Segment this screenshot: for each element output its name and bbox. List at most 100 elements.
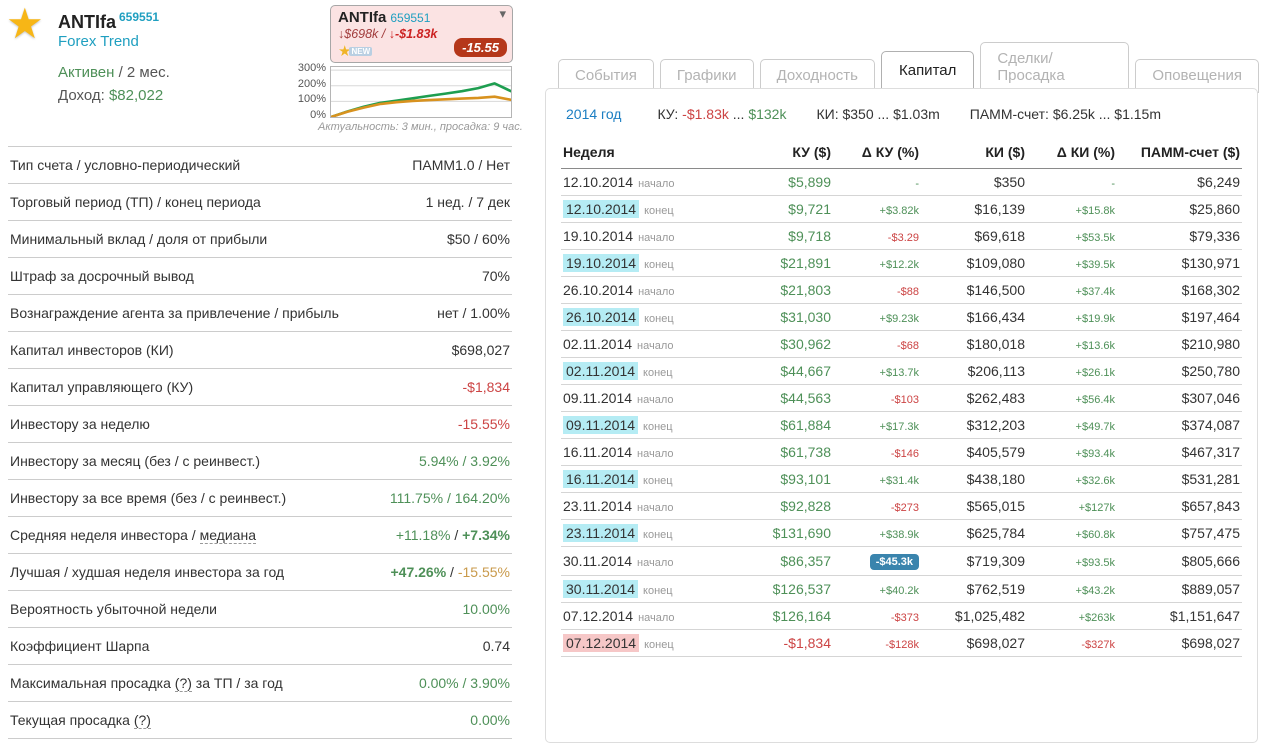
capital-row: 26.10.2014 начало $21,803 -$88 $146,500 +$37.… bbox=[561, 276, 1242, 304]
tab-events[interactable]: События bbox=[558, 59, 654, 93]
ku-cell: $126,537 bbox=[727, 575, 833, 603]
week-phase: конец bbox=[644, 205, 674, 217]
text-segment: $698,027 bbox=[451, 342, 510, 358]
y-axis-tick: 300% bbox=[297, 62, 326, 75]
stat-value: $50 / 60% bbox=[447, 231, 510, 247]
stat-value: +11.18% / +7.34% bbox=[396, 527, 510, 543]
cell-value: $126,164 bbox=[772, 608, 831, 624]
cell-value: +$13.7k bbox=[879, 367, 919, 379]
cell-value: +$32.6k bbox=[1075, 475, 1115, 487]
year-link[interactable]: 2014 год bbox=[566, 106, 622, 122]
favorite-star-icon[interactable]: ★ bbox=[6, 0, 44, 47]
year-summary-group: ПАММ-счет: $6.25k ... $1.15m bbox=[970, 106, 1161, 122]
text-segment: +47.26% bbox=[390, 564, 447, 580]
text-segment: Капитал управляющего (КУ) bbox=[10, 379, 194, 395]
cell-value: $350 bbox=[993, 174, 1025, 190]
delta-ki-cell: +$13.6k bbox=[1027, 330, 1117, 358]
tab-trades-drawdown[interactable]: Сделки/Просадка bbox=[980, 42, 1130, 93]
mini-chart bbox=[329, 66, 513, 119]
delta-badge: -$45.3k bbox=[869, 554, 919, 570]
stat-label: Вознаграждение агента за привлечение / п… bbox=[10, 305, 339, 321]
ku-cell: $9,718 bbox=[727, 222, 833, 250]
account-mini-card[interactable]: ▾ ANTIfa 659551 ↓$698k / ↓-$1.83k ★NEW -15… bbox=[330, 5, 513, 63]
help-term[interactable]: (?) bbox=[133, 712, 151, 729]
ku-cell: $21,803 bbox=[727, 276, 833, 304]
cell-value: -$3.29 bbox=[887, 232, 919, 244]
broker-link[interactable]: Forex Trend bbox=[58, 33, 139, 50]
weekly-return-badge: -15.55 bbox=[454, 38, 507, 57]
cell-value: $262,483 bbox=[966, 390, 1025, 406]
tab-charts[interactable]: Графики bbox=[659, 59, 754, 93]
stat-value: 10.00% bbox=[463, 601, 510, 617]
cell-value: $180,018 bbox=[966, 336, 1025, 352]
pamm-cell: $889,057 bbox=[1117, 575, 1242, 603]
cell-value: $61,738 bbox=[780, 444, 831, 460]
capital-row: 02.11.2014 конец $44,667 +$13.7k $206,113 +$2… bbox=[561, 357, 1242, 385]
capital-row: 02.11.2014 начало $30,962 -$68 $180,018 +$13.… bbox=[561, 330, 1242, 358]
account-age: / 2 мес. bbox=[114, 64, 170, 81]
mini-card-id: 659551 bbox=[390, 11, 431, 25]
text-segment: 10.00% bbox=[462, 601, 510, 617]
pamm-cell: $307,046 bbox=[1117, 384, 1242, 412]
tab-capital[interactable]: Капитал bbox=[880, 51, 975, 93]
text-segment: Вознаграждение агента за привлечение / п… bbox=[10, 305, 339, 321]
week-phase: начало bbox=[637, 448, 674, 460]
week-date-highlighted: 19.10.2014 bbox=[563, 254, 640, 272]
ki-cell: $625,784 bbox=[921, 519, 1027, 547]
week-phase: конец bbox=[643, 475, 673, 487]
capital-row: 07.12.2014 начало $126,164 -$373 $1,025,482 +… bbox=[561, 602, 1242, 630]
cell-value: $16,139 bbox=[974, 201, 1025, 217]
stat-label: Инвестору за неделю bbox=[10, 416, 150, 432]
cell-value: -$327k bbox=[1081, 639, 1115, 651]
cell-value: $30,962 bbox=[780, 336, 831, 352]
stat-label: Торговый период (ТП) / конец периода bbox=[10, 194, 261, 210]
ki-cell: $405,579 bbox=[921, 438, 1027, 466]
help-term[interactable]: (?) bbox=[174, 675, 192, 692]
week-date: 30.11.2014 bbox=[563, 553, 633, 569]
ki-cell: $1,025,482 bbox=[921, 602, 1027, 630]
cell-value: -$128k bbox=[885, 639, 919, 651]
week-date: 12.10.2014 bbox=[563, 174, 634, 190]
capital-row: 12.10.2014 начало $5,899 - $350 - $6,249 bbox=[561, 168, 1242, 196]
cell-value: +$39.5k bbox=[1075, 259, 1115, 271]
capital-row: 26.10.2014 конец $31,030 +$9.23k $166,434 +$1… bbox=[561, 303, 1242, 331]
text-segment: Инвестору за месяц (без / с реинвест.) bbox=[10, 453, 260, 469]
week-phase: конец bbox=[643, 367, 673, 379]
cell-value: $92,828 bbox=[780, 498, 831, 514]
stat-value: 1 нед. / 7 дек bbox=[426, 194, 510, 210]
cell-value: $146,500 bbox=[966, 282, 1025, 298]
week-cell: 16.11.2014 конец bbox=[561, 465, 727, 493]
stat-row: Лучшая / худшая неделя инвестора за год +… bbox=[8, 553, 512, 590]
stat-value: 70% bbox=[482, 268, 510, 284]
text-segment: КИ: $350 ... $1.03m bbox=[816, 106, 940, 122]
mini-chart-svg bbox=[329, 69, 513, 119]
delta-ki-cell: +$26.1k bbox=[1027, 357, 1117, 385]
ki-cell: $262,483 bbox=[921, 384, 1027, 412]
stat-row: Текущая просадка (?) 0.00% bbox=[8, 701, 512, 739]
week-cell: 09.11.2014 начало bbox=[561, 384, 727, 412]
stat-row: Вероятность убыточной недели 10.00% bbox=[8, 590, 512, 627]
text-segment: Вероятность убыточной недели bbox=[10, 601, 217, 617]
tab-profitability[interactable]: Доходность bbox=[759, 59, 875, 93]
stat-label: Инвестору за все время (без / с реинвест… bbox=[10, 490, 286, 506]
capital-table-body: 12.10.2014 начало $5,899- $350- $6,249 12.10.… bbox=[561, 168, 1242, 657]
stat-value: $698,027 bbox=[452, 342, 510, 358]
week-phase: начало bbox=[638, 178, 675, 190]
cell-value: $206,113 bbox=[967, 363, 1025, 379]
delta-ku-cell: -$88 bbox=[833, 276, 921, 304]
help-term[interactable]: медиана bbox=[199, 527, 256, 544]
text-segment: 0.00% bbox=[470, 712, 510, 728]
delta-ki-cell: +$32.6k bbox=[1027, 465, 1117, 493]
text-segment: Тип счета / условно-периодический bbox=[10, 157, 241, 173]
capital-row: 16.11.2014 начало $61,738 -$146 $405,579 +$93… bbox=[561, 438, 1242, 466]
chevron-down-icon[interactable]: ▾ bbox=[499, 6, 506, 21]
pamm-cell: $1,151,647 bbox=[1117, 602, 1242, 630]
cell-value: +$38.9k bbox=[879, 529, 919, 541]
delta-ki-cell: +$93.4k bbox=[1027, 438, 1117, 466]
cell-value: $657,843 bbox=[1181, 498, 1240, 514]
ki-cell: $762,519 bbox=[921, 575, 1027, 603]
stat-label: Капитал инвесторов (КИ) bbox=[10, 342, 174, 358]
pamm-cell: $6,249 bbox=[1117, 168, 1242, 196]
pamm-cell: $25,860 bbox=[1117, 195, 1242, 223]
week-phase: начало bbox=[638, 232, 675, 244]
